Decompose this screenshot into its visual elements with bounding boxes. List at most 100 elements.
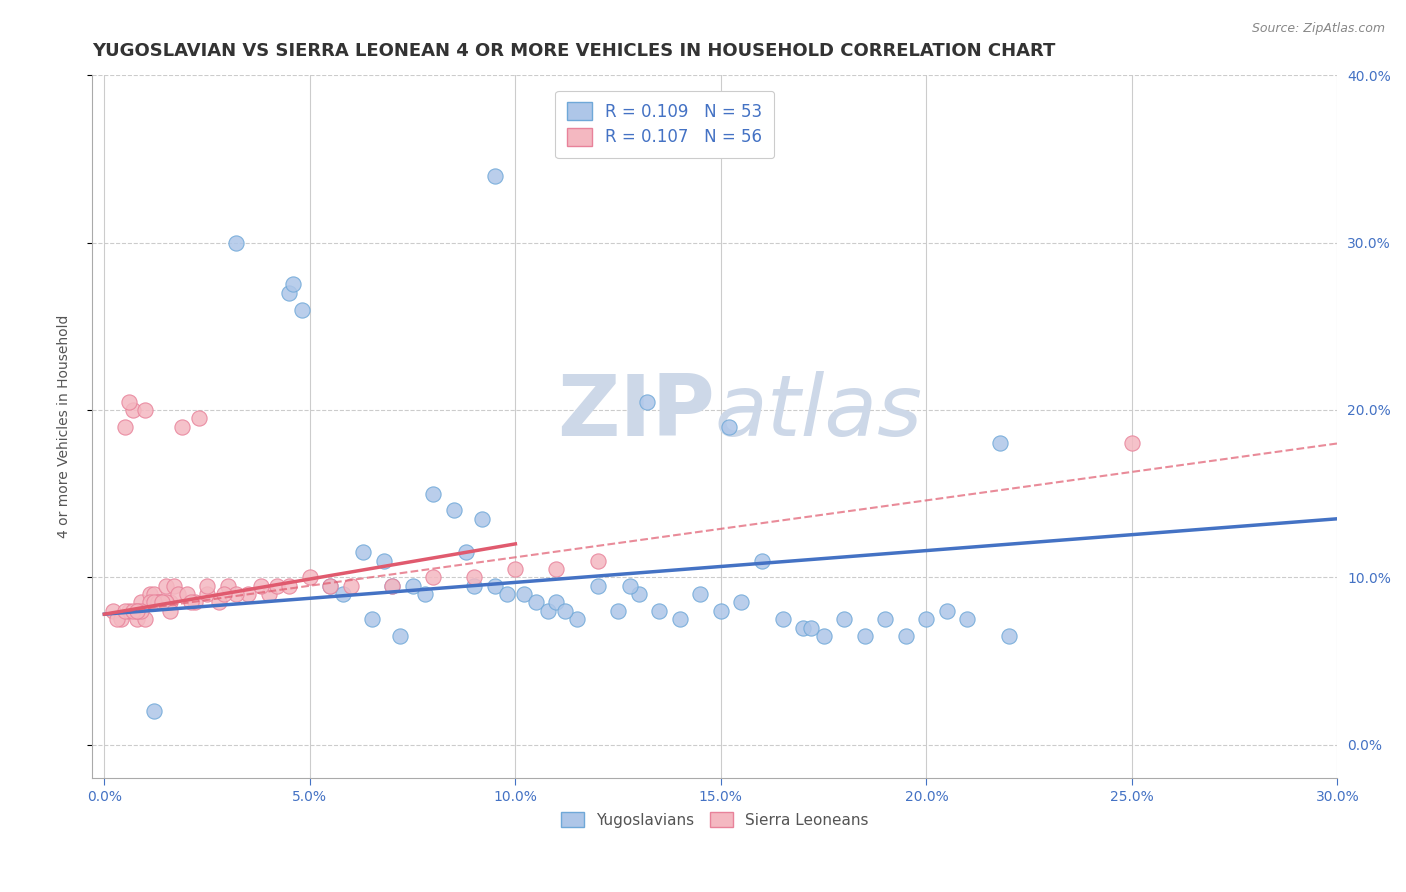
- Point: [360, 612, 382, 626]
- Point: [159, 595, 181, 609]
- Point: [484, 169, 506, 183]
- Point: [751, 554, 773, 568]
- Point: [389, 629, 412, 643]
- Point: [586, 579, 609, 593]
- Point: [176, 587, 198, 601]
- Point: [546, 595, 568, 609]
- Point: [249, 579, 271, 593]
- Point: [319, 579, 342, 593]
- Point: [381, 579, 404, 593]
- Point: [127, 612, 149, 626]
- Point: [915, 612, 938, 626]
- Point: [114, 604, 136, 618]
- Point: [225, 235, 247, 250]
- Point: [118, 604, 141, 618]
- Point: [813, 629, 835, 643]
- Point: [894, 629, 917, 643]
- Point: [298, 570, 321, 584]
- Point: [257, 587, 280, 601]
- Point: [800, 621, 823, 635]
- Text: Source: ZipAtlas.com: Source: ZipAtlas.com: [1251, 22, 1385, 36]
- Point: [155, 579, 177, 593]
- Point: [180, 595, 202, 609]
- Point: [454, 545, 477, 559]
- Point: [155, 595, 177, 609]
- Point: [537, 604, 560, 618]
- Point: [340, 579, 363, 593]
- Point: [792, 621, 814, 635]
- Point: [225, 587, 247, 601]
- Point: [668, 612, 690, 626]
- Point: [122, 403, 145, 417]
- Point: [586, 554, 609, 568]
- Point: [172, 419, 194, 434]
- Point: [146, 595, 169, 609]
- Point: [184, 595, 207, 609]
- Point: [627, 587, 650, 601]
- Point: [138, 587, 160, 601]
- Point: [101, 604, 124, 618]
- Point: [505, 562, 527, 576]
- Point: [988, 436, 1011, 450]
- Point: [546, 562, 568, 576]
- Point: [238, 587, 260, 601]
- Point: [496, 587, 519, 601]
- Point: [105, 612, 128, 626]
- Point: [127, 604, 149, 618]
- Point: [463, 570, 485, 584]
- Point: [131, 604, 153, 618]
- Point: [373, 554, 395, 568]
- Point: [619, 579, 641, 593]
- Point: [607, 604, 630, 618]
- Point: [278, 579, 301, 593]
- Point: [146, 595, 169, 609]
- Point: [114, 419, 136, 434]
- Point: [118, 394, 141, 409]
- Point: [142, 587, 165, 601]
- Point: [401, 579, 423, 593]
- Point: [463, 579, 485, 593]
- Legend: Yugoslavians, Sierra Leoneans: Yugoslavians, Sierra Leoneans: [555, 805, 875, 834]
- Point: [278, 285, 301, 300]
- Point: [195, 587, 218, 601]
- Point: [110, 612, 132, 626]
- Point: [471, 512, 494, 526]
- Point: [131, 595, 153, 609]
- Point: [853, 629, 876, 643]
- Text: YUGOSLAVIAN VS SIERRA LEONEAN 4 OR MORE VEHICLES IN HOUSEHOLD CORRELATION CHART: YUGOSLAVIAN VS SIERRA LEONEAN 4 OR MORE …: [91, 42, 1056, 60]
- Point: [730, 595, 752, 609]
- Point: [122, 604, 145, 618]
- Point: [554, 604, 576, 618]
- Point: [689, 587, 711, 601]
- Point: [291, 302, 314, 317]
- Point: [283, 277, 305, 292]
- Point: [524, 595, 547, 609]
- Point: [266, 579, 288, 593]
- Point: [134, 612, 156, 626]
- Point: [997, 629, 1019, 643]
- Point: [187, 411, 209, 425]
- Point: [142, 595, 165, 609]
- Point: [565, 612, 588, 626]
- Point: [150, 595, 173, 609]
- Point: [167, 587, 190, 601]
- Point: [710, 604, 733, 618]
- Point: [1121, 436, 1143, 450]
- Point: [935, 604, 957, 618]
- Point: [718, 419, 741, 434]
- Text: atlas: atlas: [714, 371, 922, 454]
- Point: [150, 595, 173, 609]
- Point: [319, 579, 342, 593]
- Text: ZIP: ZIP: [557, 371, 714, 454]
- Point: [422, 486, 444, 500]
- Point: [134, 403, 156, 417]
- Point: [443, 503, 465, 517]
- Point: [208, 595, 231, 609]
- Point: [332, 587, 354, 601]
- Point: [772, 612, 794, 626]
- Point: [142, 704, 165, 718]
- Point: [381, 579, 404, 593]
- Point: [217, 579, 239, 593]
- Point: [127, 604, 149, 618]
- Point: [195, 579, 218, 593]
